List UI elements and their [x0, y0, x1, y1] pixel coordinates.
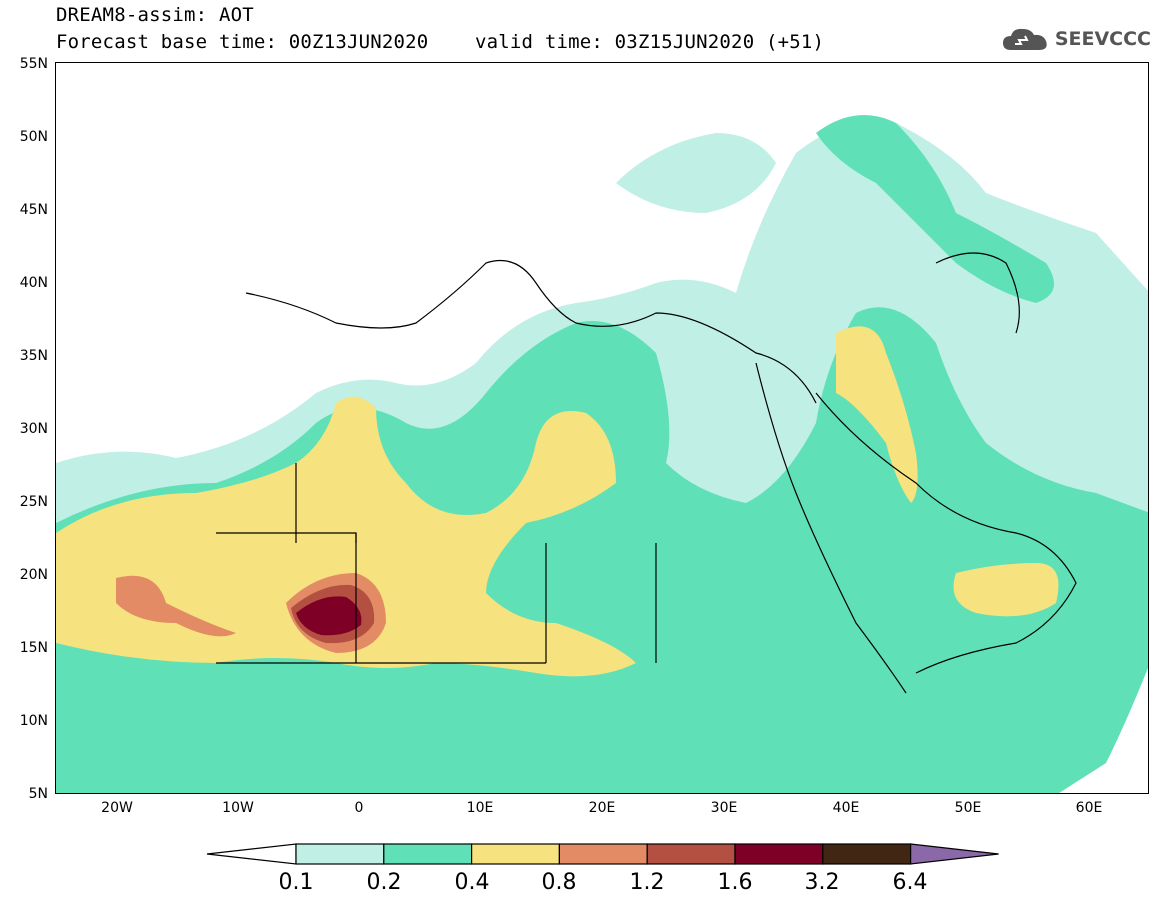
lon-label-20e: 20E [588, 800, 616, 816]
aot-band-0.2-caspian [816, 115, 1054, 303]
colorbar-label-0.8: 0.8 [541, 870, 577, 895]
colorbar-seg-7 [822, 843, 912, 865]
forecast-time: Forecast base time: 00Z13JUN2020 valid t… [56, 31, 825, 53]
lat-label-45n: 45N [19, 202, 48, 218]
aot-map [56, 115, 1148, 793]
lat-label-30n: 30N [19, 421, 48, 437]
lat-label-35n: 35N [19, 348, 48, 364]
colorbar-seg-below [206, 843, 297, 865]
aot-band-0.8 [116, 575, 236, 637]
colorbar-label-3.2: 3.2 [804, 870, 840, 895]
logo: SEEVCCC [1001, 26, 1151, 52]
colorbar-seg-5 [646, 843, 736, 865]
aot-band-1.6 [296, 596, 362, 636]
lat-label-20n: 20N [19, 567, 48, 583]
coastlines [216, 252, 1077, 694]
lat-label-10n: 10N [19, 713, 48, 729]
lon-label-40e: 40E [832, 800, 860, 816]
lon-label-50e: 50E [954, 800, 982, 816]
aot-band-0.1-north [616, 133, 776, 213]
aot-band-0.4-iraq [836, 326, 918, 503]
aot-band-0.4 [56, 396, 636, 677]
colorbar-label-0.1: 0.1 [278, 870, 314, 895]
colorbar-seg-above [909, 843, 999, 865]
lat-label-25n: 25N [19, 494, 48, 510]
aot-band-0.4-oman [953, 563, 1059, 617]
colorbar-label-1.6: 1.6 [717, 870, 753, 895]
colorbar-seg-1 [295, 843, 385, 865]
lon-label-10e: 10E [466, 800, 494, 816]
lon-label-60e: 60E [1075, 800, 1103, 816]
lat-label-55n: 55N [19, 56, 48, 72]
logo-text: SEEVCCC [1054, 28, 1151, 50]
lat-label-15n: 15N [19, 640, 48, 656]
colorbar-seg-4 [558, 843, 648, 865]
colorbar-seg-2 [383, 843, 473, 865]
colorbar-seg-6 [734, 843, 824, 865]
lon-label-10w: 10W [222, 800, 254, 816]
colorbar-label-0.2: 0.2 [366, 870, 402, 895]
colorbar-label-6.4: 6.4 [892, 870, 928, 895]
chart-title: DREAM8-assim: AOT [56, 4, 254, 26]
colorbar-label-1.2: 1.2 [629, 870, 665, 895]
colorbar-seg-3 [471, 843, 561, 865]
lat-label-40n: 40N [19, 275, 48, 291]
lon-label-0: 0 [354, 800, 364, 816]
colorbar [206, 843, 999, 865]
map-area [55, 62, 1149, 794]
lon-label-20w: 20W [101, 800, 133, 816]
lat-label-50n: 50N [19, 129, 48, 145]
lon-label-30e: 30E [710, 800, 738, 816]
colorbar-label-0.4: 0.4 [454, 870, 490, 895]
lat-label-5n: 5N [28, 786, 48, 802]
cloud-icon [1002, 28, 1047, 50]
